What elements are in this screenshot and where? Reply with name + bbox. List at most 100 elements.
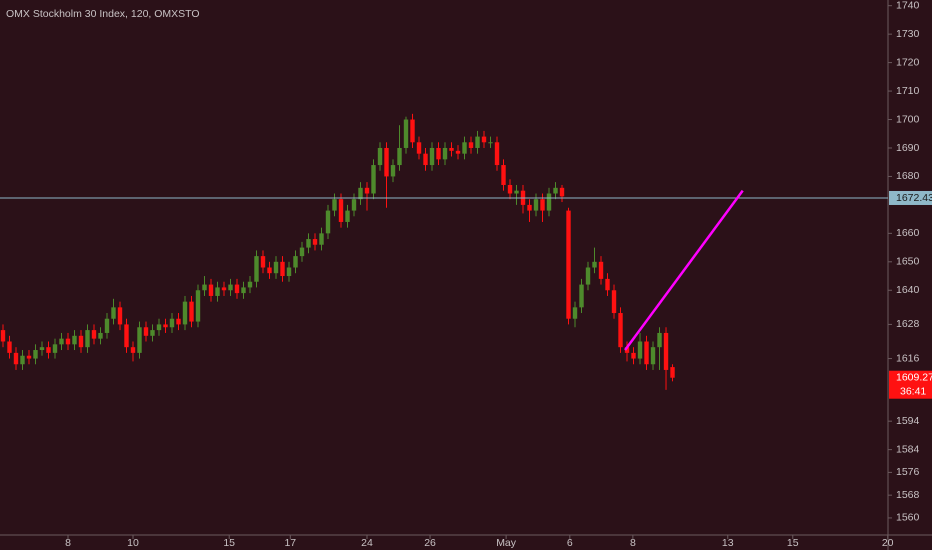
candle-body	[286, 267, 292, 277]
candle-body	[494, 142, 500, 166]
candle-body	[104, 318, 110, 333]
y-tick-label: 1650	[896, 256, 920, 268]
y-tick-label: 1584	[896, 443, 920, 455]
y-tick-label: 1628	[896, 318, 920, 330]
chart-title: OMX Stockholm 30 Index, 120, OMXSTO	[6, 8, 200, 20]
x-tick-label: 8	[630, 537, 636, 549]
candle-body	[338, 199, 344, 222]
countdown-label: 36:41	[900, 385, 926, 397]
candle-body	[514, 190, 519, 194]
y-tick-label: 1560	[896, 512, 920, 524]
candle-body	[442, 147, 448, 160]
candle-body	[228, 284, 233, 291]
y-tick-label: 1710	[896, 85, 920, 97]
candle-body	[657, 332, 662, 348]
candle-body	[234, 284, 240, 294]
x-tick-label: 10	[127, 537, 139, 549]
candle-body	[650, 347, 656, 365]
candle-body	[410, 119, 415, 143]
candle-body	[59, 338, 64, 345]
price-line-label: 1672.43	[896, 192, 932, 204]
candle-body	[377, 147, 383, 166]
candle-body	[364, 187, 370, 194]
y-tick-label: 1660	[896, 227, 920, 239]
y-tick-label: 1680	[896, 170, 920, 182]
candle-body	[20, 355, 25, 365]
candle-body	[111, 307, 116, 319]
candle-body	[273, 261, 279, 274]
price-line-badge	[889, 190, 932, 205]
candle-body	[618, 313, 623, 348]
candle-body	[169, 318, 175, 328]
candle-body	[345, 210, 350, 222]
last-price-badge	[889, 370, 932, 399]
candle-body	[605, 278, 610, 291]
candle-body	[0, 330, 6, 342]
candle-body	[156, 324, 162, 331]
y-tick-label: 1720	[896, 56, 920, 68]
candle-body	[527, 204, 532, 211]
candle-body	[299, 247, 305, 257]
x-tick-label: 26	[424, 537, 436, 549]
candle-body	[455, 150, 461, 154]
candle-body	[195, 290, 201, 322]
candle-body	[130, 347, 136, 353]
candle-body	[91, 330, 97, 339]
y-tick-label: 1640	[896, 284, 920, 296]
candle-body	[247, 281, 253, 288]
candle-body	[416, 142, 422, 154]
candle-body	[312, 239, 318, 245]
candle-body	[533, 199, 539, 211]
candle-body	[462, 142, 467, 154]
candle-body	[254, 256, 259, 282]
candle-body	[267, 267, 272, 274]
x-tick-label: 15	[223, 537, 235, 549]
y-tick-label: 1576	[896, 466, 920, 478]
candle-body	[358, 187, 363, 200]
candle-body	[221, 287, 227, 291]
x-tick-label: 13	[722, 537, 734, 549]
trend-line	[624, 189, 744, 351]
candle-body	[280, 261, 285, 277]
candle-body	[137, 327, 142, 353]
candle-body	[189, 301, 194, 322]
x-tick-label: 15	[787, 537, 799, 549]
candle-body	[7, 341, 12, 353]
candle-body	[644, 341, 649, 365]
candle-body	[52, 344, 58, 353]
y-tick-label: 1730	[896, 28, 920, 40]
candle-body	[572, 307, 578, 319]
candle-body	[124, 324, 129, 348]
candle-body	[631, 352, 636, 359]
candle-body	[85, 330, 90, 348]
y-tick-label: 1740	[896, 0, 920, 11]
x-tick-label: 20	[882, 537, 894, 549]
x-tick-label: 17	[284, 537, 296, 549]
candle-body	[670, 367, 675, 378]
candle-body	[468, 142, 474, 148]
y-tick-label: 1594	[896, 415, 920, 427]
candle-body	[371, 165, 376, 194]
candle-body	[507, 184, 513, 194]
candle-body	[592, 261, 597, 268]
candle-body	[98, 332, 103, 339]
candle-body	[65, 338, 71, 345]
y-tick-label: 1568	[896, 489, 920, 501]
candle-body	[384, 147, 389, 177]
candle-body	[501, 165, 506, 185]
candle-body	[176, 318, 181, 325]
candle-body	[423, 153, 428, 166]
candle-body	[488, 142, 493, 144]
candle-body	[33, 350, 38, 359]
candle-body	[293, 256, 298, 268]
candle-body	[26, 355, 32, 359]
candle-body	[553, 187, 558, 194]
candle-body	[598, 261, 604, 279]
candle-body	[390, 165, 396, 177]
candle-body	[351, 199, 357, 211]
x-tick-label: 24	[361, 537, 373, 549]
candle-body	[559, 187, 565, 197]
candle-body	[215, 287, 220, 296]
candle-body	[403, 119, 409, 148]
